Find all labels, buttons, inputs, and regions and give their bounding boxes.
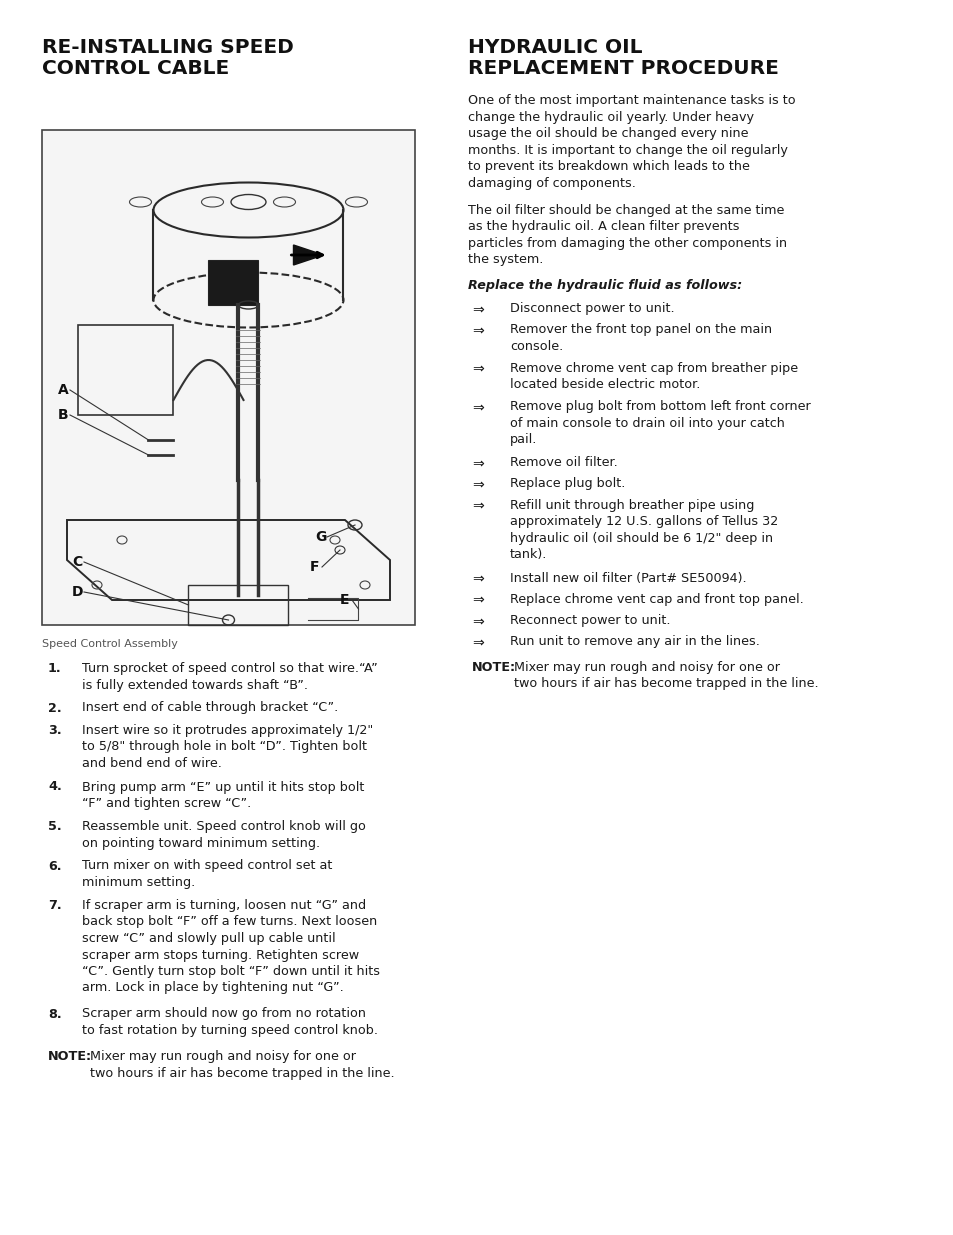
Polygon shape: [294, 245, 323, 266]
Text: RE-INSTALLING SPEED
CONTROL CABLE: RE-INSTALLING SPEED CONTROL CABLE: [42, 38, 294, 78]
Text: D: D: [71, 585, 84, 599]
Text: Insert wire so it protrudes approximately 1/2"
to 5/8" through hole in bolt “D”.: Insert wire so it protrudes approximatel…: [82, 724, 373, 769]
Text: Install new oil filter (Part# SE50094).: Install new oil filter (Part# SE50094).: [510, 572, 746, 584]
Text: Replace the hydraulic fluid as follows:: Replace the hydraulic fluid as follows:: [468, 279, 741, 291]
Text: Remove oil filter.: Remove oil filter.: [510, 456, 618, 469]
Bar: [209, 261, 258, 305]
Text: 2.: 2.: [48, 701, 62, 715]
Text: ⇒: ⇒: [472, 303, 483, 316]
Text: ⇒: ⇒: [472, 593, 483, 606]
Text: Mixer may run rough and noisy for one or
two hours if air has become trapped in : Mixer may run rough and noisy for one or…: [514, 661, 818, 690]
Text: ⇒: ⇒: [472, 635, 483, 650]
Bar: [78, 325, 173, 415]
Text: The oil filter should be changed at the same time
as the hydraulic oil. A clean : The oil filter should be changed at the …: [468, 204, 786, 267]
Text: ⇒: ⇒: [472, 324, 483, 337]
Text: Bring pump arm “E” up until it hits stop bolt
“F” and tighten screw “C”.: Bring pump arm “E” up until it hits stop…: [82, 781, 364, 810]
Bar: [189, 585, 288, 625]
Text: HYDRAULIC OIL
REPLACEMENT PROCEDURE: HYDRAULIC OIL REPLACEMENT PROCEDURE: [468, 38, 778, 78]
Text: 1.: 1.: [48, 662, 62, 676]
Text: B: B: [58, 408, 69, 422]
Text: Turn mixer on with speed control set at
minimum setting.: Turn mixer on with speed control set at …: [82, 860, 332, 889]
Text: Reconnect power to unit.: Reconnect power to unit.: [510, 614, 670, 627]
Text: Refill unit through breather pipe using
approximately 12 U.S. gallons of Tellus : Refill unit through breather pipe using …: [510, 499, 778, 561]
Text: Scraper arm should now go from no rotation
to fast rotation by turning speed con: Scraper arm should now go from no rotati…: [82, 1008, 377, 1037]
Text: E: E: [339, 593, 349, 606]
Text: NOTE:: NOTE:: [472, 661, 516, 673]
Bar: [42, 130, 415, 625]
Text: 7.: 7.: [48, 899, 62, 911]
Text: If scraper arm is turning, loosen nut “G” and
back stop bolt “F” off a few turns: If scraper arm is turning, loosen nut “G…: [82, 899, 379, 994]
Text: Insert end of cable through bracket “C”.: Insert end of cable through bracket “C”.: [82, 701, 338, 715]
Text: G: G: [314, 530, 326, 543]
Text: ⇒: ⇒: [472, 572, 483, 585]
Text: Run unit to remove any air in the lines.: Run unit to remove any air in the lines.: [510, 635, 760, 648]
Text: 3.: 3.: [48, 724, 62, 737]
Text: ⇒: ⇒: [472, 614, 483, 629]
Text: ⇒: ⇒: [472, 456, 483, 471]
Text: F: F: [310, 559, 319, 574]
Text: 6.: 6.: [48, 860, 61, 872]
Text: NOTE:: NOTE:: [48, 1050, 92, 1063]
Text: 4.: 4.: [48, 781, 62, 794]
Text: ⇒: ⇒: [472, 499, 483, 513]
Text: Remove chrome vent cap from breather pipe
located beside electric motor.: Remove chrome vent cap from breather pip…: [510, 362, 798, 391]
Text: 5.: 5.: [48, 820, 62, 832]
Text: One of the most important maintenance tasks is to
change the hydraulic oil yearl: One of the most important maintenance ta…: [468, 94, 795, 190]
Text: Mixer may run rough and noisy for one or
two hours if air has become trapped in : Mixer may run rough and noisy for one or…: [90, 1050, 395, 1079]
Text: Remove plug bolt from bottom left front corner
of main console to drain oil into: Remove plug bolt from bottom left front …: [510, 400, 810, 446]
Text: ⇒: ⇒: [472, 362, 483, 375]
Text: Remover the front top panel on the main
console.: Remover the front top panel on the main …: [510, 324, 771, 353]
Text: 8.: 8.: [48, 1008, 62, 1020]
Text: Replace plug bolt.: Replace plug bolt.: [510, 477, 625, 490]
Text: Replace chrome vent cap and front top panel.: Replace chrome vent cap and front top pa…: [510, 593, 803, 606]
Text: Turn sprocket of speed control so that wire.“A”
is fully extended towards shaft : Turn sprocket of speed control so that w…: [82, 662, 377, 692]
Text: ⇒: ⇒: [472, 400, 483, 414]
Text: C: C: [71, 555, 82, 569]
Text: Disconnect power to unit.: Disconnect power to unit.: [510, 303, 674, 315]
Text: Speed Control Assembly: Speed Control Assembly: [42, 638, 177, 650]
Text: A: A: [58, 383, 69, 396]
Text: Reassemble unit. Speed control knob will go
on pointing toward minimum setting.: Reassemble unit. Speed control knob will…: [82, 820, 366, 850]
Text: ⇒: ⇒: [472, 477, 483, 492]
